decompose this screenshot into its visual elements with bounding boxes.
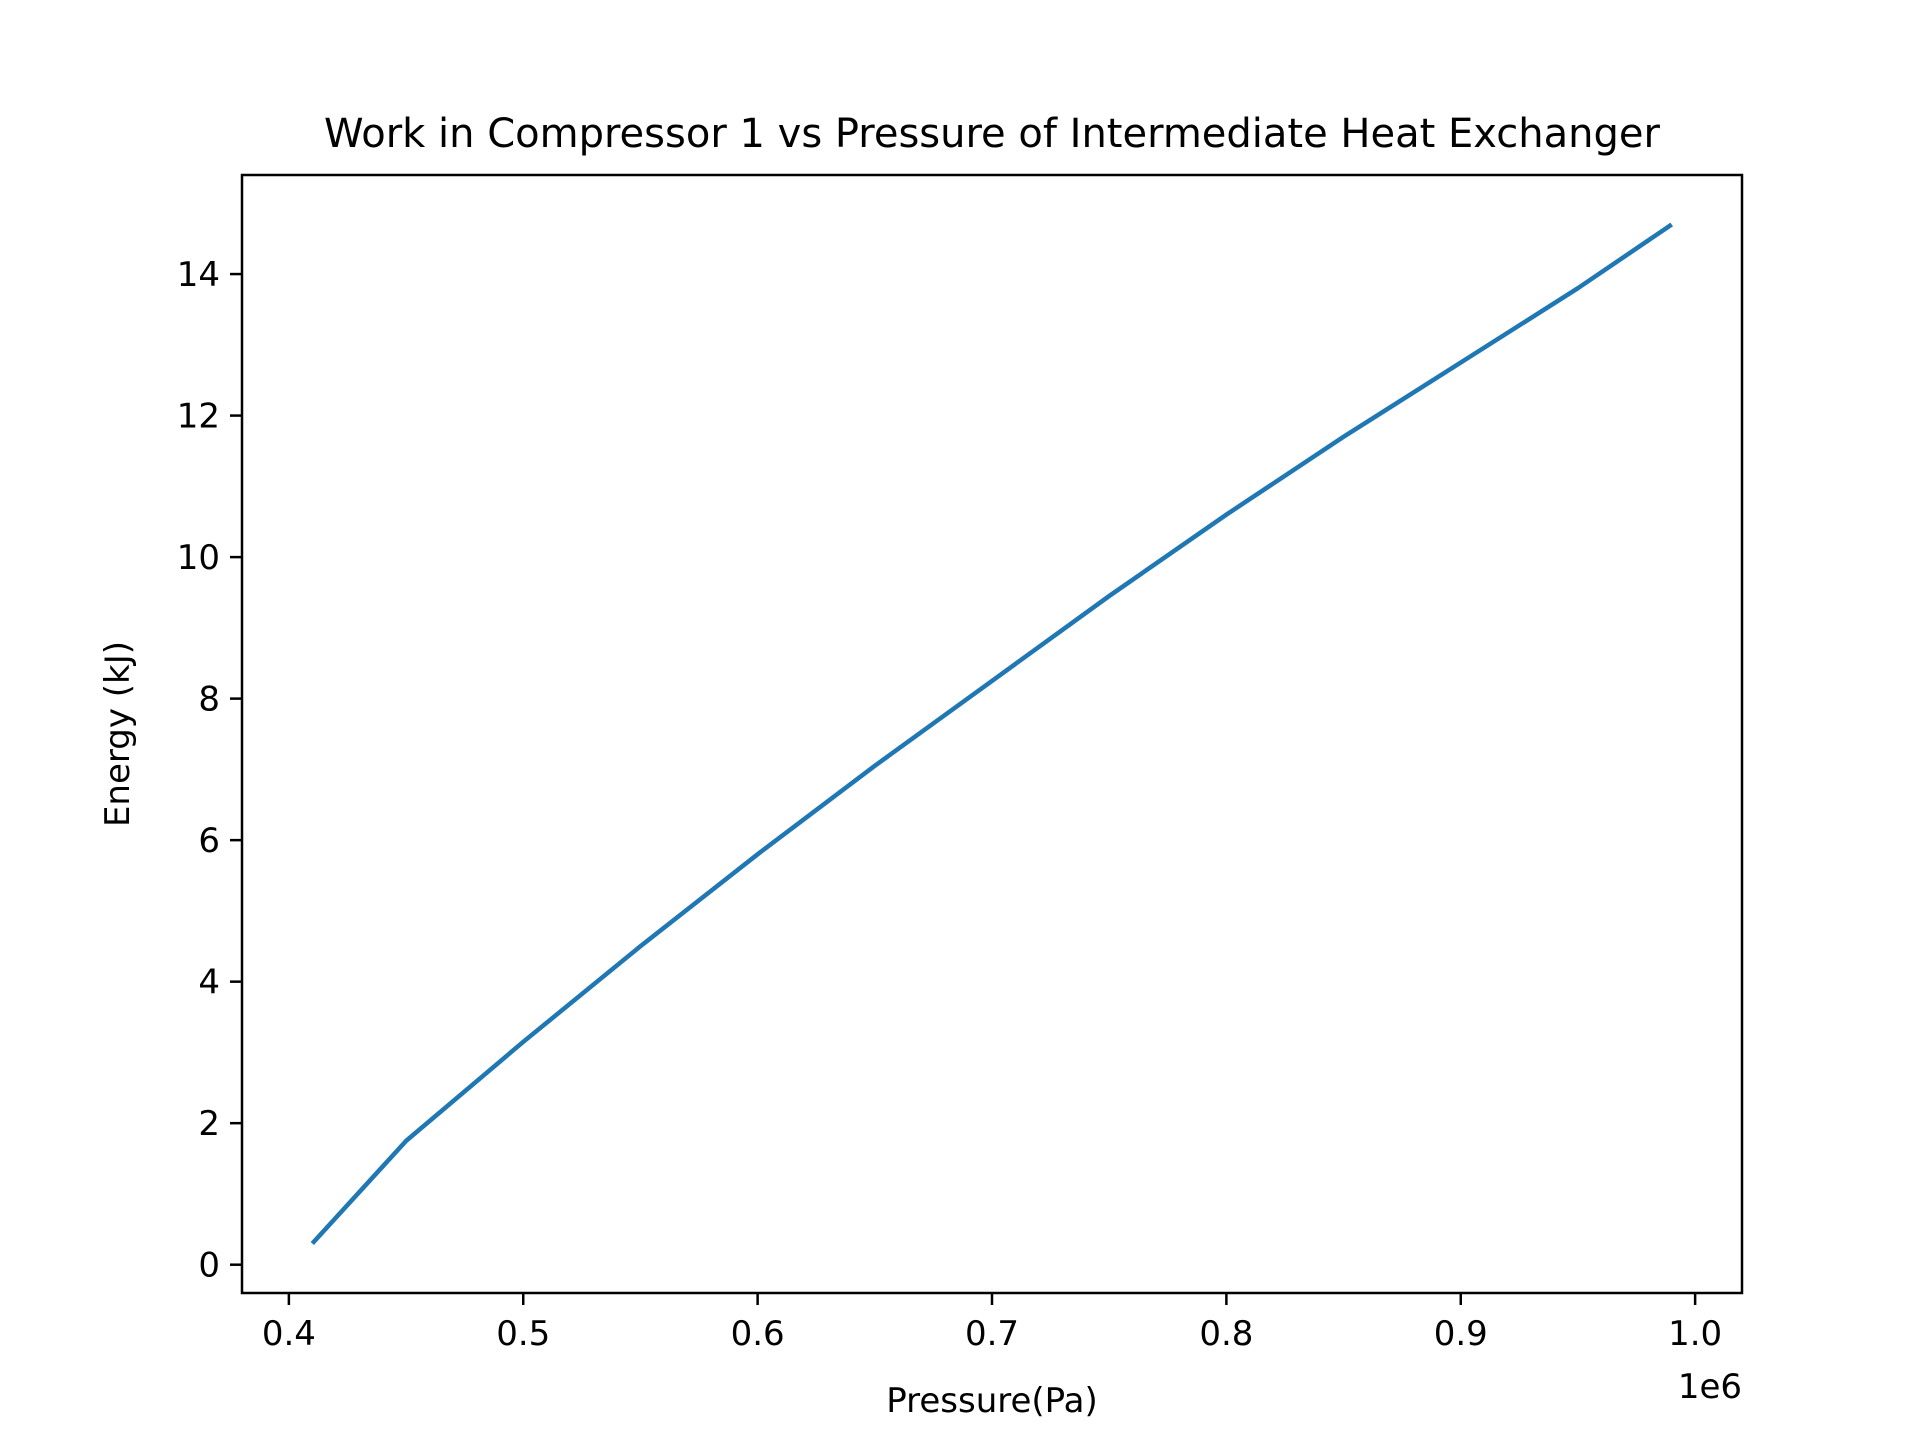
x-tick-label: 0.8 bbox=[1199, 1314, 1253, 1354]
y-axis-label: Energy (kJ) bbox=[98, 641, 138, 827]
y-tick-label: 8 bbox=[198, 680, 220, 720]
x-tick-label: 0.9 bbox=[1434, 1314, 1488, 1354]
x-axis-label: Pressure(Pa) bbox=[886, 1381, 1098, 1421]
y-axis: 0 2 4 6 8 10 12 14 bbox=[177, 255, 242, 1286]
x-tick-label: 0.6 bbox=[731, 1314, 785, 1354]
y-tick-label: 2 bbox=[198, 1104, 220, 1144]
series-line bbox=[310, 222, 1673, 1246]
y-tick-label: 0 bbox=[198, 1246, 220, 1286]
y-tick-label: 14 bbox=[177, 255, 220, 295]
y-tick-label: 4 bbox=[198, 963, 220, 1003]
x-axis: 0.4 0.5 0.6 0.7 0.8 0.9 1.0 bbox=[262, 1293, 1722, 1354]
y-tick-label: 6 bbox=[198, 821, 220, 861]
x-tick-label: 0.5 bbox=[496, 1314, 550, 1354]
x-tick-label: 1.0 bbox=[1668, 1314, 1722, 1354]
y-tick-label: 12 bbox=[177, 397, 220, 437]
x-axis-offset-label: 1e6 bbox=[1678, 1367, 1742, 1407]
chart-title: Work in Compressor 1 vs Pressure of Inte… bbox=[324, 111, 1660, 157]
y-tick-label: 10 bbox=[177, 538, 220, 578]
x-tick-label: 0.7 bbox=[965, 1314, 1019, 1354]
x-tick-label: 0.4 bbox=[262, 1314, 316, 1354]
